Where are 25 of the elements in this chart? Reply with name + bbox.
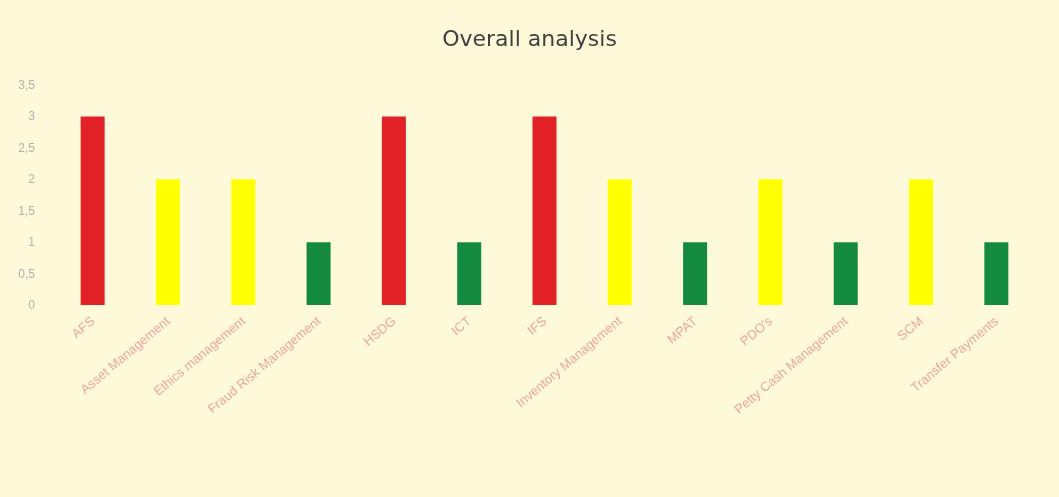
chart-title: Overall analysis <box>442 25 617 51</box>
bar <box>758 179 783 305</box>
y-tick-label: 2,5 <box>18 140 36 155</box>
y-tick-label: 2 <box>28 172 36 187</box>
bar <box>909 179 934 305</box>
bar <box>984 242 1009 305</box>
bar <box>683 242 708 305</box>
bar <box>532 116 557 305</box>
x-tick-label: ICT <box>448 313 475 339</box>
y-tick-label: 1,5 <box>18 203 36 218</box>
y-tick-label: 1 <box>28 235 36 250</box>
bar <box>607 179 632 305</box>
y-tick-label: 0 <box>28 298 36 312</box>
bar <box>833 242 858 305</box>
bar <box>231 179 256 305</box>
bar <box>381 116 406 305</box>
x-tick-label: IFS <box>524 313 550 338</box>
bar <box>155 179 180 305</box>
y-tick-label: 0,5 <box>18 266 36 281</box>
bar <box>306 242 331 305</box>
y-tick-label: 3 <box>28 109 36 124</box>
x-tick-label: AFS <box>68 313 98 342</box>
bar <box>457 242 482 305</box>
y-tick-label: 3,5 <box>18 78 36 92</box>
bar <box>80 116 105 305</box>
